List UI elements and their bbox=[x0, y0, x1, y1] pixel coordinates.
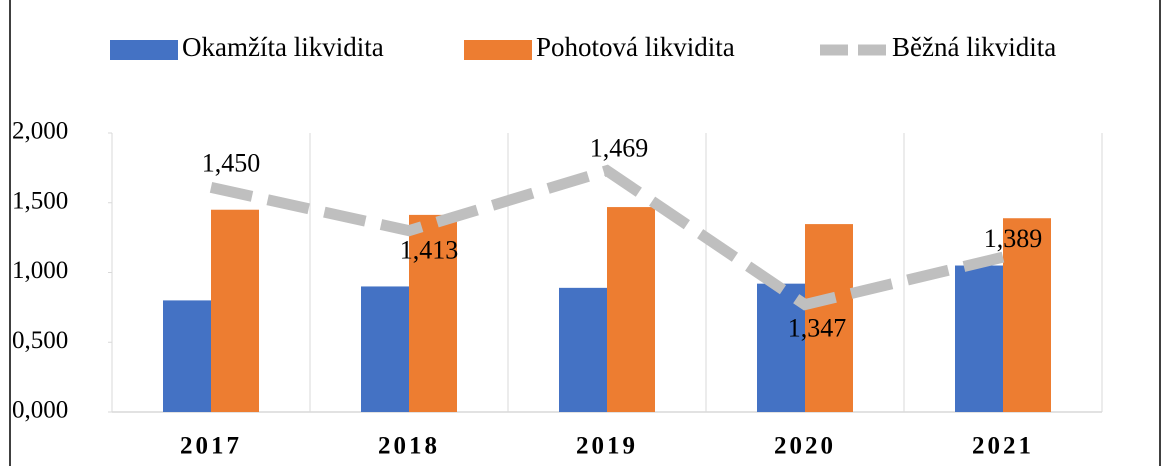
legend-label: Pohotová likvidita bbox=[536, 32, 735, 62]
data-label: 1,347 bbox=[788, 314, 847, 343]
legend-label: Okamžíta likvidita bbox=[182, 32, 384, 62]
bar bbox=[607, 207, 655, 412]
chart-border bbox=[9, 0, 1161, 466]
bar bbox=[163, 300, 211, 412]
x-tick-label: 2017 bbox=[180, 433, 242, 460]
bar bbox=[805, 224, 853, 412]
x-tick-label: 2021 bbox=[972, 433, 1034, 460]
data-label: 1,450 bbox=[202, 148, 261, 177]
legend-swatch bbox=[464, 40, 532, 60]
bar bbox=[955, 265, 1003, 412]
y-tick-label: 1,500 bbox=[12, 187, 68, 214]
data-label: 1,469 bbox=[590, 134, 649, 163]
data-label: 1,413 bbox=[400, 236, 459, 265]
y-tick-label: 0,000 bbox=[12, 397, 68, 424]
x-tick-label: 2020 bbox=[774, 433, 836, 460]
bar bbox=[559, 287, 607, 412]
data-label: 1,389 bbox=[984, 224, 1043, 253]
y-tick-label: 1,000 bbox=[12, 257, 68, 284]
y-tick-label: 2,000 bbox=[12, 118, 68, 145]
line bbox=[209, 164, 1005, 311]
legend-label: Běžná likvidita bbox=[892, 32, 1056, 62]
x-tick-label: 2019 bbox=[576, 433, 638, 460]
bar bbox=[211, 209, 259, 412]
bar bbox=[361, 286, 409, 412]
bar bbox=[409, 214, 457, 412]
y-tick-label: 0,500 bbox=[12, 327, 68, 354]
bar bbox=[1003, 218, 1051, 412]
x-tick-label: 2018 bbox=[378, 433, 440, 460]
legend-swatch bbox=[110, 40, 178, 60]
